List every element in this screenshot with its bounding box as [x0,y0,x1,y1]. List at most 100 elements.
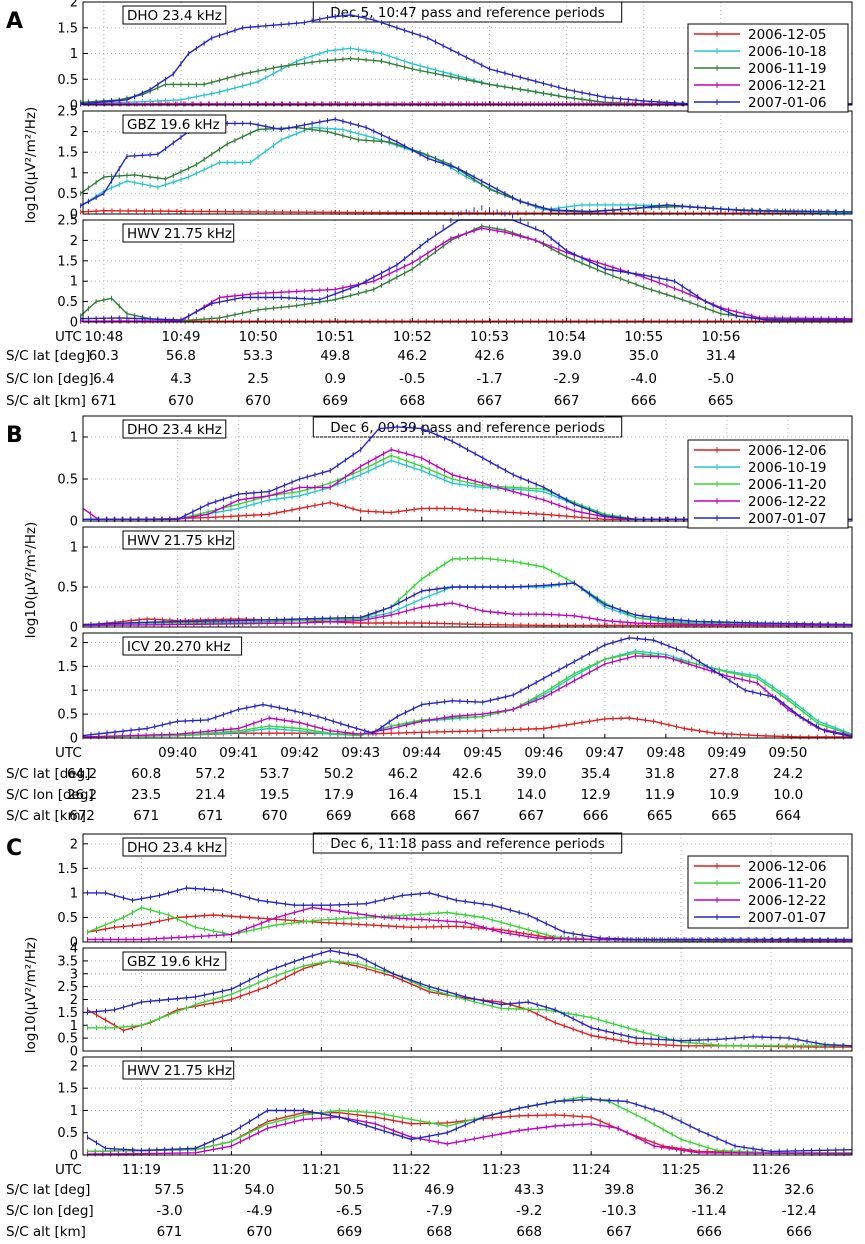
plots: Dec 5, 10:47 pass and reference periods l… [6,0,853,1240]
legend-label: 2006-12-06 [748,859,826,875]
orbit-value-lat: 53.7 [260,766,290,782]
y-tick-label: 1.5 [57,1006,78,1021]
y-tick-label: 1 [70,47,78,62]
orbit-value-lat: 35.4 [581,766,611,782]
orbit-value-alt: 667 [606,1224,632,1240]
orbit-value-alt: 667 [519,808,545,824]
station-label: DHO 23.4 kHz [127,8,222,24]
orbit-value-lon: -11.4 [692,1203,727,1219]
subplot-frame [82,947,853,1052]
panel-a: Dec 5, 10:47 pass and reference periods l… [6,0,853,409]
series-markers-2006-11-20 [82,555,845,628]
station-label: GBZ 19.6 kHz [127,117,220,133]
y-tick-label: 1.5 [57,21,78,36]
x-tick-label: 11:23 [482,1162,521,1178]
orbit-value-lat: 36.2 [694,1182,724,1198]
series-line-2006-11-20 [87,1096,852,1154]
orbit-value-lat: 39.8 [604,1182,634,1198]
orbit-value-alt: 668 [390,808,416,824]
series-markers-2006-11-20 [86,958,845,1049]
legend-label: 2007-01-06 [748,95,826,111]
utc-label: UTC [55,329,82,345]
series-markers-2007-01-07 [82,580,845,628]
y-tick-label: 3.5 [57,954,78,969]
orbit-value-lon: -5.0 [708,371,734,387]
orbit-value-alt: 666 [631,393,657,409]
orbit-value-alt: 672 [69,808,95,824]
y-tick-label: 2 [70,636,78,651]
x-tick-label: 09:45 [463,745,502,761]
y-tick-label: 2 [70,1059,78,1074]
station-label: DHO 23.4 kHz [127,840,222,856]
orbit-row-label-alt: S/C alt [km] [6,808,86,824]
y-tick-label: 1 [70,431,78,446]
y-tick-label: 0 [70,316,78,331]
y-tick-label: 2 [70,125,78,140]
orbit-value-lat: 31.4 [706,348,736,364]
orbit-value-alt: 667 [554,393,580,409]
orbit-value-lat: 31.8 [645,766,675,782]
y-tick-label: 0 [70,99,78,114]
x-tick-label: 09:46 [524,745,563,761]
orbit-row-label-lat: S/C lat [deg] [6,348,90,364]
x-tick-label: 10:49 [162,329,201,345]
orbit-value-lon: 19.5 [260,787,290,803]
series-line-2007-01-07 [87,1098,853,1153]
x-tick-label: 10:50 [239,329,278,345]
orbit-row-label-lon: S/C lon [deg] [6,787,94,803]
series-line-2006-11-19 [80,126,853,213]
orbit-row-label-lon: S/C lon [deg] [6,1203,94,1219]
y-tick-label: 0 [70,936,78,951]
orbit-value-lat: 49.8 [320,348,350,364]
series-line-2006-10-19 [82,650,853,738]
x-tick-label: 10:54 [547,329,586,345]
orbit-value-alt: 669 [322,393,348,409]
x-tick-label: 09:40 [158,745,197,761]
orbit-value-lat: 54.0 [244,1182,274,1198]
utc-label: UTC [55,745,82,761]
x-tick-label: 09:50 [768,745,807,761]
orbit-value-alt: 668 [516,1224,542,1240]
orbit-value-lat: 57.2 [195,766,225,782]
orbit-value-lon: 21.4 [195,787,225,803]
orbit-value-lat: 60.3 [89,348,119,364]
y-tick-label: 1 [70,684,78,699]
orbit-row-label-lon: S/C lon [deg] [6,371,94,387]
orbit-value-alt: 666 [696,1224,722,1240]
station-label: GBZ 19.6 kHz [127,954,220,970]
legend-label: 2006-11-20 [748,876,826,892]
legend-label: 2006-12-22 [748,494,826,510]
x-tick-label: 09:42 [280,745,319,761]
y-tick-label: 1.5 [57,660,78,675]
orbit-value-alt: 669 [336,1224,362,1240]
orbit-value-alt: 671 [198,808,224,824]
series-markers-2006-12-06 [86,958,844,1050]
y-tick-label: 2 [70,0,78,11]
legend-label: 2006-12-05 [748,27,826,43]
orbit-value-alt: 668 [426,1224,452,1240]
orbit-value-lon: 14.0 [516,787,546,803]
x-tick-label: 10:51 [316,329,355,345]
orbit-value-lat: 32.6 [784,1182,814,1198]
orbit-value-lon: 17.9 [324,787,354,803]
orbit-value-lon: -7.9 [426,1203,452,1219]
series-line-2006-11-20 [87,960,852,1047]
orbit-row-label-lat: S/C lat [deg] [6,766,90,782]
series-markers-2006-11-20 [82,650,845,740]
orbit-value-lat: 50.2 [324,766,354,782]
y-tick-label: 0.5 [57,1126,78,1141]
y-tick-label: 1 [70,1104,78,1119]
y-tick-label: 1 [70,1019,78,1034]
x-tick-label: 11:24 [572,1162,611,1178]
orbit-value-lat: 56.8 [166,348,196,364]
orbit-value-alt: 671 [91,393,117,409]
orbit-value-lon: 16.4 [388,787,418,803]
orbit-value-lat: 50.5 [334,1182,364,1198]
orbit-value-lon: -10.3 [602,1203,637,1219]
subplot-1: 0 0.5 1 1.5 2 DHO 23.4 kHz [57,0,853,114]
legend: 2006-12-062006-10-192006-11-202006-12-22… [687,439,849,529]
orbit-value-alt: 670 [247,1224,273,1240]
x-tick-label: 10:56 [701,329,740,345]
orbit-value-alt: 671 [133,808,159,824]
subplot-frame [82,833,853,943]
